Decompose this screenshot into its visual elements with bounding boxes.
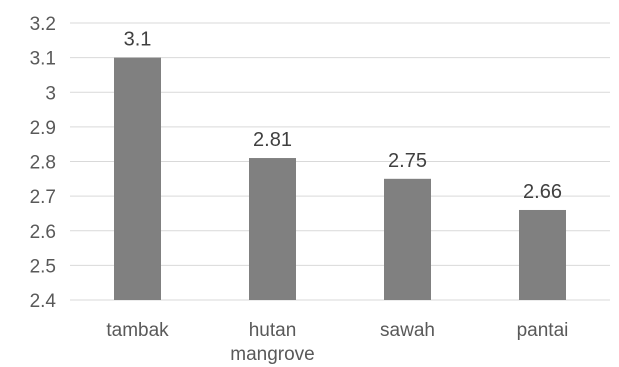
data-label: 2.66 xyxy=(523,181,562,203)
x-tick-label: pantai xyxy=(517,320,569,341)
y-tick-label: 3.2 xyxy=(30,14,56,35)
x-tick-label: hutan mangrove xyxy=(230,320,315,365)
bar xyxy=(114,57,161,300)
y-tick-label: 2.6 xyxy=(30,222,56,243)
y-tick-label: 3.1 xyxy=(30,49,56,70)
y-tick-label: 2.7 xyxy=(30,187,56,208)
y-tick-label: 2.4 xyxy=(30,291,57,312)
data-labels: 3.1 2.81 2.75 2.66 xyxy=(124,29,562,203)
y-tick-label: 2.5 xyxy=(30,256,56,277)
bar xyxy=(384,178,431,300)
y-tick-label: 3 xyxy=(45,83,56,104)
bar xyxy=(249,158,296,300)
data-label: 2.75 xyxy=(388,150,427,172)
data-label: 2.81 xyxy=(253,129,292,151)
x-tick-label: sawah xyxy=(380,320,435,341)
bars xyxy=(114,57,566,300)
bar xyxy=(519,209,566,300)
y-tick-label: 2.9 xyxy=(30,118,56,139)
y-axis-ticks: 2.4 2.5 2.6 2.7 2.8 2.9 3 3.1 3.2 xyxy=(30,14,57,312)
data-label: 3.1 xyxy=(124,29,152,51)
x-axis-labels: tambak hutan mangrove sawah pantai xyxy=(106,320,568,365)
x-tick-label: tambak xyxy=(106,320,169,341)
y-tick-label: 2.8 xyxy=(30,153,56,174)
